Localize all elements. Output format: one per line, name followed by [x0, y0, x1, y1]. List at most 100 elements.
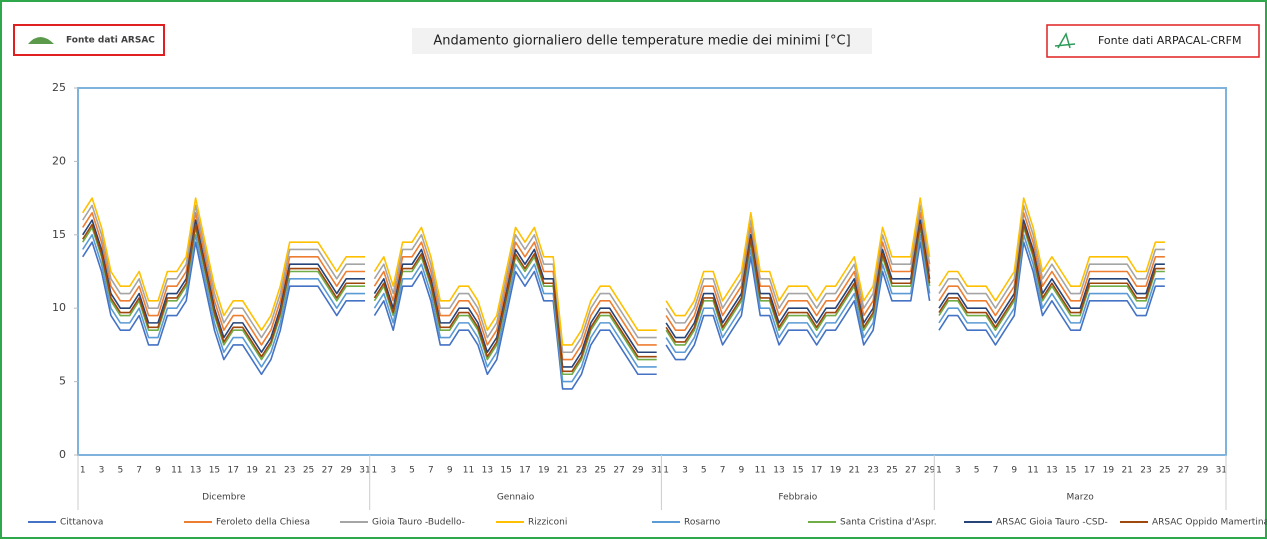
logo	[28, 37, 54, 44]
x-tick-label: 23	[867, 466, 878, 476]
series-line	[373, 253, 657, 373]
y-tick-label: 15	[52, 228, 66, 241]
x-tick-label: 27	[1178, 466, 1189, 476]
x-tick-label: 13	[1046, 466, 1057, 476]
series-line	[938, 219, 1165, 324]
x-tick-label: 29	[632, 466, 644, 476]
group-label: Dicembre	[202, 493, 246, 503]
series-line	[938, 226, 1165, 332]
group-label: Febbraio	[778, 493, 817, 503]
x-tick-label: 27	[905, 466, 916, 476]
series-line	[373, 241, 657, 361]
y-tick-label: 20	[52, 154, 66, 167]
series-line	[938, 211, 1165, 317]
series-line	[665, 226, 931, 346]
series-line	[665, 211, 931, 332]
series-line	[373, 270, 657, 390]
x-tick-label: 15	[500, 466, 511, 476]
x-tick-label: 1	[80, 466, 86, 476]
legend-label: ARSAC Gioia Tauro -CSD-	[996, 518, 1108, 528]
x-tick-label: 15	[209, 466, 220, 476]
series-line	[373, 234, 657, 354]
legend-label: Gioia Tauro -Budello-	[372, 518, 465, 528]
series-line	[373, 263, 657, 383]
series-line	[938, 204, 1165, 309]
x-tick-label: 5	[701, 466, 707, 476]
series-line	[82, 223, 365, 358]
x-tick-label: 13	[773, 466, 784, 476]
source-box	[1046, 24, 1260, 58]
x-tick-label: 17	[228, 466, 239, 476]
x-tick-label: 25	[303, 466, 314, 476]
x-tick-label: 7	[993, 466, 999, 476]
x-tick-label: 9	[1011, 466, 1017, 476]
series-line	[665, 197, 931, 317]
x-tick-label: 29	[1197, 466, 1209, 476]
series-line	[938, 197, 1165, 302]
x-tick-label: 17	[811, 466, 822, 476]
series-line	[938, 241, 1165, 346]
series-line	[665, 241, 931, 361]
series-line	[665, 223, 931, 343]
series-line	[938, 234, 1165, 339]
x-tick-label: 17	[519, 466, 530, 476]
x-tick-label: 11	[171, 466, 182, 476]
x-tick-label: 3	[99, 466, 105, 476]
x-tick-label: 19	[246, 466, 258, 476]
x-tick-label: 5	[117, 466, 123, 476]
x-tick-label: 5	[974, 466, 980, 476]
series-line	[82, 204, 365, 339]
series-line	[373, 226, 657, 346]
y-tick-label: 10	[52, 301, 66, 314]
x-tick-label: 1	[936, 466, 942, 476]
y-tick-label: 0	[59, 448, 66, 461]
legend-label: Feroleto della Chiesa	[216, 518, 310, 528]
series-line	[665, 234, 931, 354]
x-tick-label: 27	[322, 466, 333, 476]
x-tick-label: 21	[265, 466, 276, 476]
series-line	[82, 234, 365, 368]
x-tick-label: 31	[359, 466, 370, 476]
x-tick-label: 13	[482, 466, 493, 476]
x-tick-label: 1	[663, 466, 669, 476]
y-tick-label: 5	[59, 375, 66, 388]
x-tick-label: 29	[340, 466, 352, 476]
logo	[1054, 32, 1076, 49]
legend-label: ARSAC Oppido Mamertina	[1152, 518, 1267, 528]
x-tick-label: 17	[1084, 466, 1095, 476]
x-tick-label: 31	[1216, 466, 1227, 476]
x-tick-label: 3	[682, 466, 688, 476]
x-tick-label: 7	[720, 466, 726, 476]
group-label: Gennaio	[497, 493, 535, 503]
x-tick-label: 1	[372, 466, 378, 476]
legend-label: Rizziconi	[528, 518, 567, 528]
x-tick-label: 29	[924, 466, 936, 476]
x-tick-label: 21	[1121, 466, 1132, 476]
x-tick-label: 5	[409, 466, 415, 476]
x-tick-label: 3	[955, 466, 961, 476]
x-tick-label: 25	[886, 466, 897, 476]
series-line	[938, 223, 1165, 329]
x-tick-label: 25	[595, 466, 606, 476]
chart-title: Andamento giornaliero delle temperature …	[433, 34, 850, 49]
x-tick-label: 23	[284, 466, 295, 476]
x-tick-label: 19	[830, 466, 842, 476]
x-tick-label: 11	[1027, 466, 1038, 476]
x-tick-label: 9	[447, 466, 453, 476]
y-tick-label: 25	[52, 81, 66, 94]
legend-label: Rosarno	[684, 518, 721, 528]
series-line	[665, 204, 931, 324]
legend-label: Cittanova	[60, 518, 103, 528]
x-tick-label: 25	[1159, 466, 1170, 476]
series-line	[82, 226, 365, 361]
x-tick-label: 19	[538, 466, 550, 476]
series-line	[82, 211, 365, 346]
x-tick-label: 27	[613, 466, 624, 476]
x-tick-label: 3	[390, 466, 396, 476]
legend-label: Santa Cristina d'Aspr.	[840, 518, 937, 528]
series-line	[82, 219, 365, 354]
x-tick-label: 19	[1103, 466, 1115, 476]
x-tick-label: 9	[155, 466, 161, 476]
x-tick-label: 15	[1065, 466, 1076, 476]
